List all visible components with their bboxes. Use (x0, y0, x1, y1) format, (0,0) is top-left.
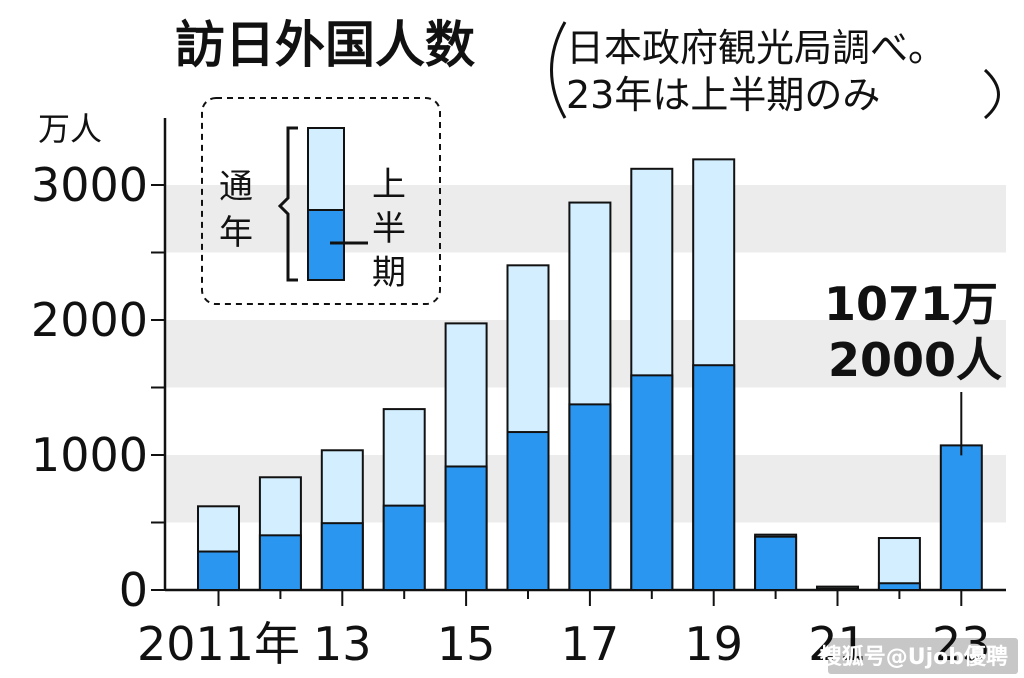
bar-half-year-2022 (877, 582, 921, 591)
x-tick-label-2013: 13 (313, 617, 372, 671)
bar-half-year-2018 (630, 374, 674, 591)
watermark-text: 搜狐号@Ujob優聘 (820, 644, 1008, 670)
legend-frame (201, 97, 441, 305)
y-tick-label-3000: 3000 (31, 158, 148, 212)
x-tick-label-2019: 19 (684, 617, 743, 671)
legend-half-year-char-1: 上 (372, 165, 406, 205)
x-tick-label-2015: 15 (437, 617, 496, 671)
bar-half-year-2013 (320, 522, 364, 591)
bar-half-year-2023 (939, 444, 983, 591)
legend-half-year-char-2: 半 (372, 209, 406, 249)
tick-labels: 0 1000 2000 3000 2011年 13 15 17 19 21 23 (31, 158, 991, 671)
x-tick-label-2011: 2011年 (137, 617, 300, 671)
bar-half-year-2020 (754, 535, 798, 591)
note-close-paren (983, 68, 1000, 120)
watermark: 搜狐号@Ujob優聘 (820, 638, 1018, 674)
legend-brace (277, 126, 298, 282)
source-note: 日本政府観光局調べ。 23年は上半期のみ (550, 21, 1000, 120)
y-tick-label-2000: 2000 (31, 293, 148, 347)
unit-label: 万人 (38, 110, 102, 148)
watermark-shadow (828, 638, 1018, 674)
bar-half-year-2012 (258, 534, 302, 592)
x-tick-label-2017: 17 (561, 617, 620, 671)
note-open-paren (550, 21, 567, 119)
bar-half-year-2011 (197, 550, 240, 592)
bar-half-year-2019 (692, 364, 736, 591)
x-tick-label-2023: 23 (932, 617, 991, 671)
y-tick-label-1000: 1000 (31, 428, 148, 482)
chart-title: 訪日外国人数 (175, 16, 475, 74)
legend-swatch-half-year (307, 209, 345, 281)
legend-full-year-char-2: 年 (219, 213, 253, 253)
legend-half-year-char-3: 期 (372, 253, 406, 293)
legend-full-year-char-1: 通 (219, 167, 253, 207)
annotation-2023: 1071万 2000人 (824, 277, 1002, 456)
annotation-line-1: 1071万 (824, 277, 998, 331)
note-line-1: 日本政府観光局調べ。 (566, 26, 946, 70)
legend-swatch-full-year (307, 127, 345, 211)
bar-half-year-2016 (506, 431, 550, 591)
annotation-line-2: 2000人 (828, 333, 1002, 387)
x-tick-label-2021: 21 (808, 617, 867, 671)
y-tick-label-0: 0 (119, 563, 148, 617)
legend: 通 年 上 半 期 (201, 97, 441, 305)
bar-half-year-2014 (382, 504, 426, 591)
bar-half-year-2021 (816, 587, 859, 592)
bars (197, 158, 983, 592)
bar-half-year-2015 (444, 465, 488, 592)
bar-full-year-2022 (877, 537, 921, 592)
bar-half-year-2017 (568, 403, 612, 591)
note-line-2: 23年は上半期のみ (566, 73, 880, 117)
